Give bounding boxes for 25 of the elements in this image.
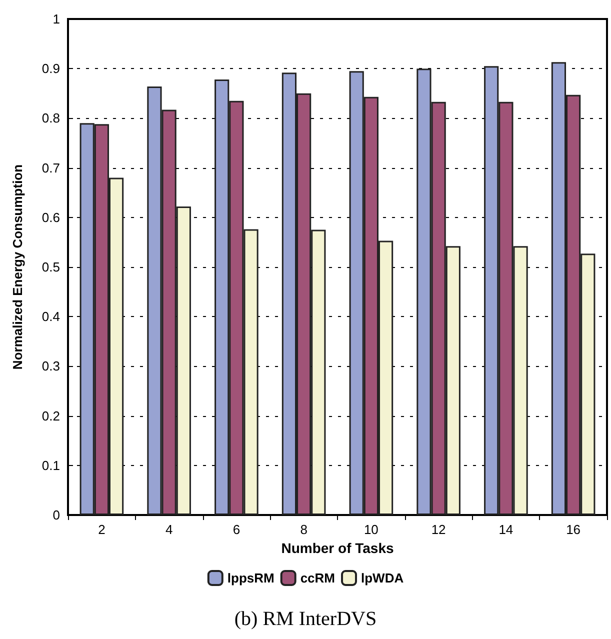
x-tick-label: 14: [498, 522, 514, 537]
y-tick-label: 0.5: [42, 260, 60, 274]
y-tick-label: 0.9: [42, 61, 60, 76]
y-tick-label: 0.6: [42, 210, 60, 225]
x-tick-label: 16: [566, 522, 581, 537]
x-tick-label: 6: [232, 522, 240, 537]
text: (b) RM InterDVS: [234, 608, 377, 630]
y-tick-label: 0.8: [42, 110, 60, 126]
x-tick-label: 4: [165, 522, 173, 537]
y-axis-title: Normalized Energy Consumption: [10, 164, 25, 370]
x-tick-label: 10: [364, 522, 378, 537]
legend-label: lpWDA: [361, 570, 404, 586]
x-tick-label: 2: [98, 522, 106, 537]
legend-label: lppsRM: [227, 570, 274, 586]
y-tick-label: 1: [52, 12, 60, 26]
y-tick-label: 0.3: [42, 358, 60, 374]
x-axis-title: Number of Tasks: [281, 540, 394, 556]
y-tick-label: 0.2: [42, 408, 60, 424]
legend-label: ccRM: [300, 570, 336, 586]
y-tick-label: 0.4: [42, 309, 60, 324]
y-tick-label: 0.1: [42, 458, 60, 473]
y-tick-label: 0: [52, 508, 60, 522]
x-tick-label: 12: [431, 522, 446, 537]
y-tick-label: 0.7: [42, 160, 60, 176]
x-tick-label: 8: [300, 522, 308, 537]
